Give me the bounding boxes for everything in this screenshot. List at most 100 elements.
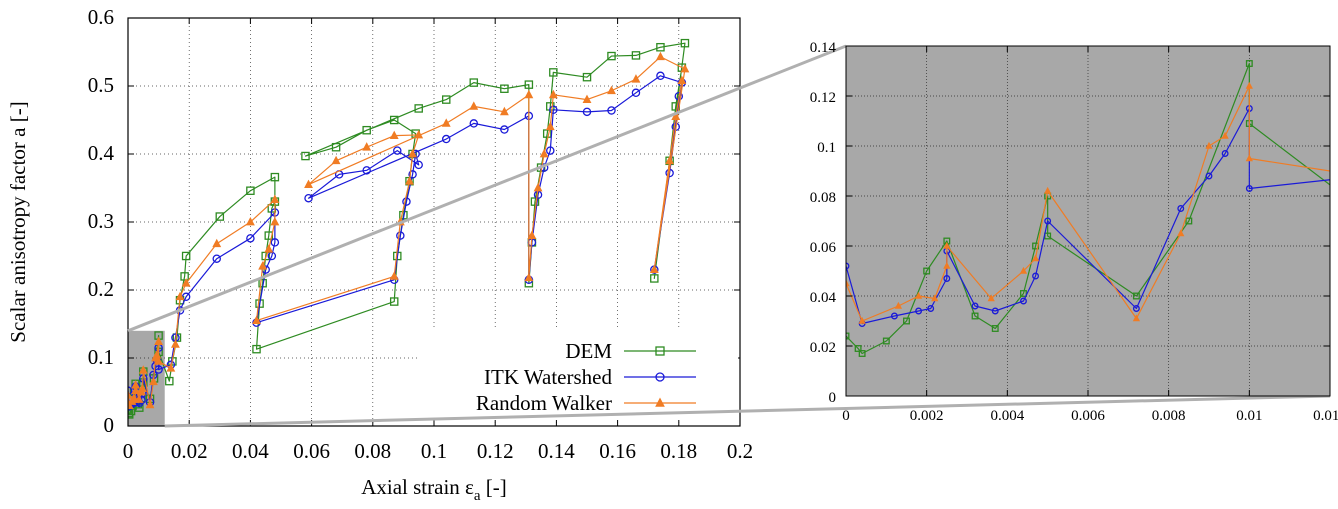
y-tick-label: 0.08 <box>810 190 836 206</box>
data-point-marker <box>135 403 144 412</box>
data-point-marker <box>882 337 890 345</box>
data-point-marker <box>680 63 690 73</box>
x-tick-label: 0.14 <box>538 439 575 463</box>
connector-line-top <box>127 44 847 333</box>
data-point-marker <box>1177 205 1185 212</box>
data-point-marker <box>655 397 665 407</box>
data-point-marker <box>165 376 174 386</box>
data-point-marker <box>890 312 898 320</box>
data-point-marker <box>246 186 255 195</box>
inset-y-ticks: 0 0.02 0.04 0.06 0.08 0.1 0.12 0.14 <box>810 40 1330 406</box>
data-point-marker <box>582 107 592 117</box>
legend-label: ITK Watershed <box>484 365 612 389</box>
series-random-walker <box>128 51 690 409</box>
data-point-marker <box>631 88 641 98</box>
data-point-marker <box>441 95 451 104</box>
data-point-marker <box>212 254 221 263</box>
series-line <box>846 62 1330 355</box>
data-point-marker <box>1132 292 1140 300</box>
data-point-marker <box>500 84 509 93</box>
data-point-marker <box>469 78 479 87</box>
data-point-marker <box>215 212 225 221</box>
data-point-marker <box>943 241 951 249</box>
data-point-marker <box>148 376 158 386</box>
data-point-marker <box>631 74 641 83</box>
data-point-marker <box>1177 229 1185 237</box>
data-point-marker <box>582 72 592 82</box>
data-point-marker <box>441 134 451 144</box>
inset-chart: 0 0.002 0.004 0.006 0.008 0.01 0.012 0 0.02 0.04… <box>810 40 1338 424</box>
x-tick-label: 0.2 <box>727 439 753 463</box>
data-point-marker <box>987 294 995 302</box>
data-point-marker <box>252 344 261 354</box>
data-point-marker <box>533 182 543 192</box>
zoom-connector-lines <box>127 44 1331 428</box>
data-point-marker <box>270 216 280 226</box>
y-tick-label: 0 <box>829 390 837 406</box>
series-line <box>846 85 1330 322</box>
data-point-marker <box>650 274 659 283</box>
y-tick-label: 0.14 <box>810 40 837 56</box>
data-point-marker <box>914 291 923 299</box>
x-tick-label: 0.16 <box>599 439 636 463</box>
x-tick-label: 0.008 <box>1152 408 1186 424</box>
data-point-marker <box>943 261 951 269</box>
data-point-marker <box>607 85 616 95</box>
data-point-marker <box>1031 254 1040 262</box>
main-chart: 0 0.02 0.04 0.06 0.08 0.1 0.12 0.14 0.16 0.18 0.2 … <box>6 5 753 504</box>
legend-item: Random Walker <box>476 391 696 415</box>
y-tick-label: 0.12 <box>810 90 836 106</box>
x-tick-label: 0 <box>842 408 850 424</box>
data-point-marker <box>971 302 979 310</box>
data-point-marker <box>181 278 191 287</box>
data-point-marker <box>500 125 509 134</box>
data-point-marker <box>131 380 141 389</box>
legend-background <box>420 330 738 420</box>
legend-label: Random Walker <box>476 391 612 415</box>
data-point-marker <box>145 399 155 409</box>
data-point-marker <box>631 51 641 60</box>
data-point-marker <box>991 325 999 332</box>
data-point-marker <box>527 230 537 239</box>
y-tick-label: 0.1 <box>817 140 836 156</box>
data-point-marker <box>524 272 534 282</box>
data-point-marker <box>396 231 405 240</box>
y-tick-label: 0.1 <box>88 345 114 369</box>
data-point-marker <box>546 146 555 155</box>
data-point-marker <box>331 155 341 165</box>
data-point-marker <box>1245 60 1253 67</box>
data-point-marker <box>665 155 675 165</box>
data-point-marker <box>154 336 164 346</box>
data-point-marker <box>1020 297 1027 305</box>
data-point-marker <box>389 130 399 140</box>
data-point-marker <box>1132 314 1141 322</box>
data-point-marker <box>656 42 665 52</box>
data-point-marker <box>252 315 261 324</box>
data-point-marker <box>246 234 255 243</box>
data-point-marker <box>549 68 558 77</box>
data-point-marker <box>171 339 180 348</box>
data-point-marker <box>270 172 280 182</box>
x-tick-label: 0.012 <box>1313 408 1338 424</box>
series-random-walker <box>846 81 1330 324</box>
data-point-marker <box>441 118 451 127</box>
data-point-marker <box>402 197 411 206</box>
data-point-marker <box>655 346 665 356</box>
data-point-marker <box>1185 217 1193 225</box>
connector-line-bottom <box>164 394 1331 428</box>
data-point-marker <box>131 385 141 395</box>
data-point-marker <box>304 193 313 203</box>
data-point-marker <box>405 176 414 185</box>
data-point-marker <box>414 160 423 170</box>
data-point-marker <box>915 307 923 315</box>
data-point-marker <box>607 51 616 61</box>
data-point-marker <box>1019 266 1028 274</box>
data-point-marker <box>362 125 371 135</box>
x-tick-label: 0.01 <box>1236 408 1262 424</box>
y-tick-label: 0.04 <box>810 290 837 306</box>
y-axis-label: Scalar anisotropy factor a [-] <box>6 101 30 342</box>
data-point-marker <box>1044 186 1052 194</box>
data-point-marker <box>539 148 549 158</box>
data-point-marker <box>154 356 164 365</box>
